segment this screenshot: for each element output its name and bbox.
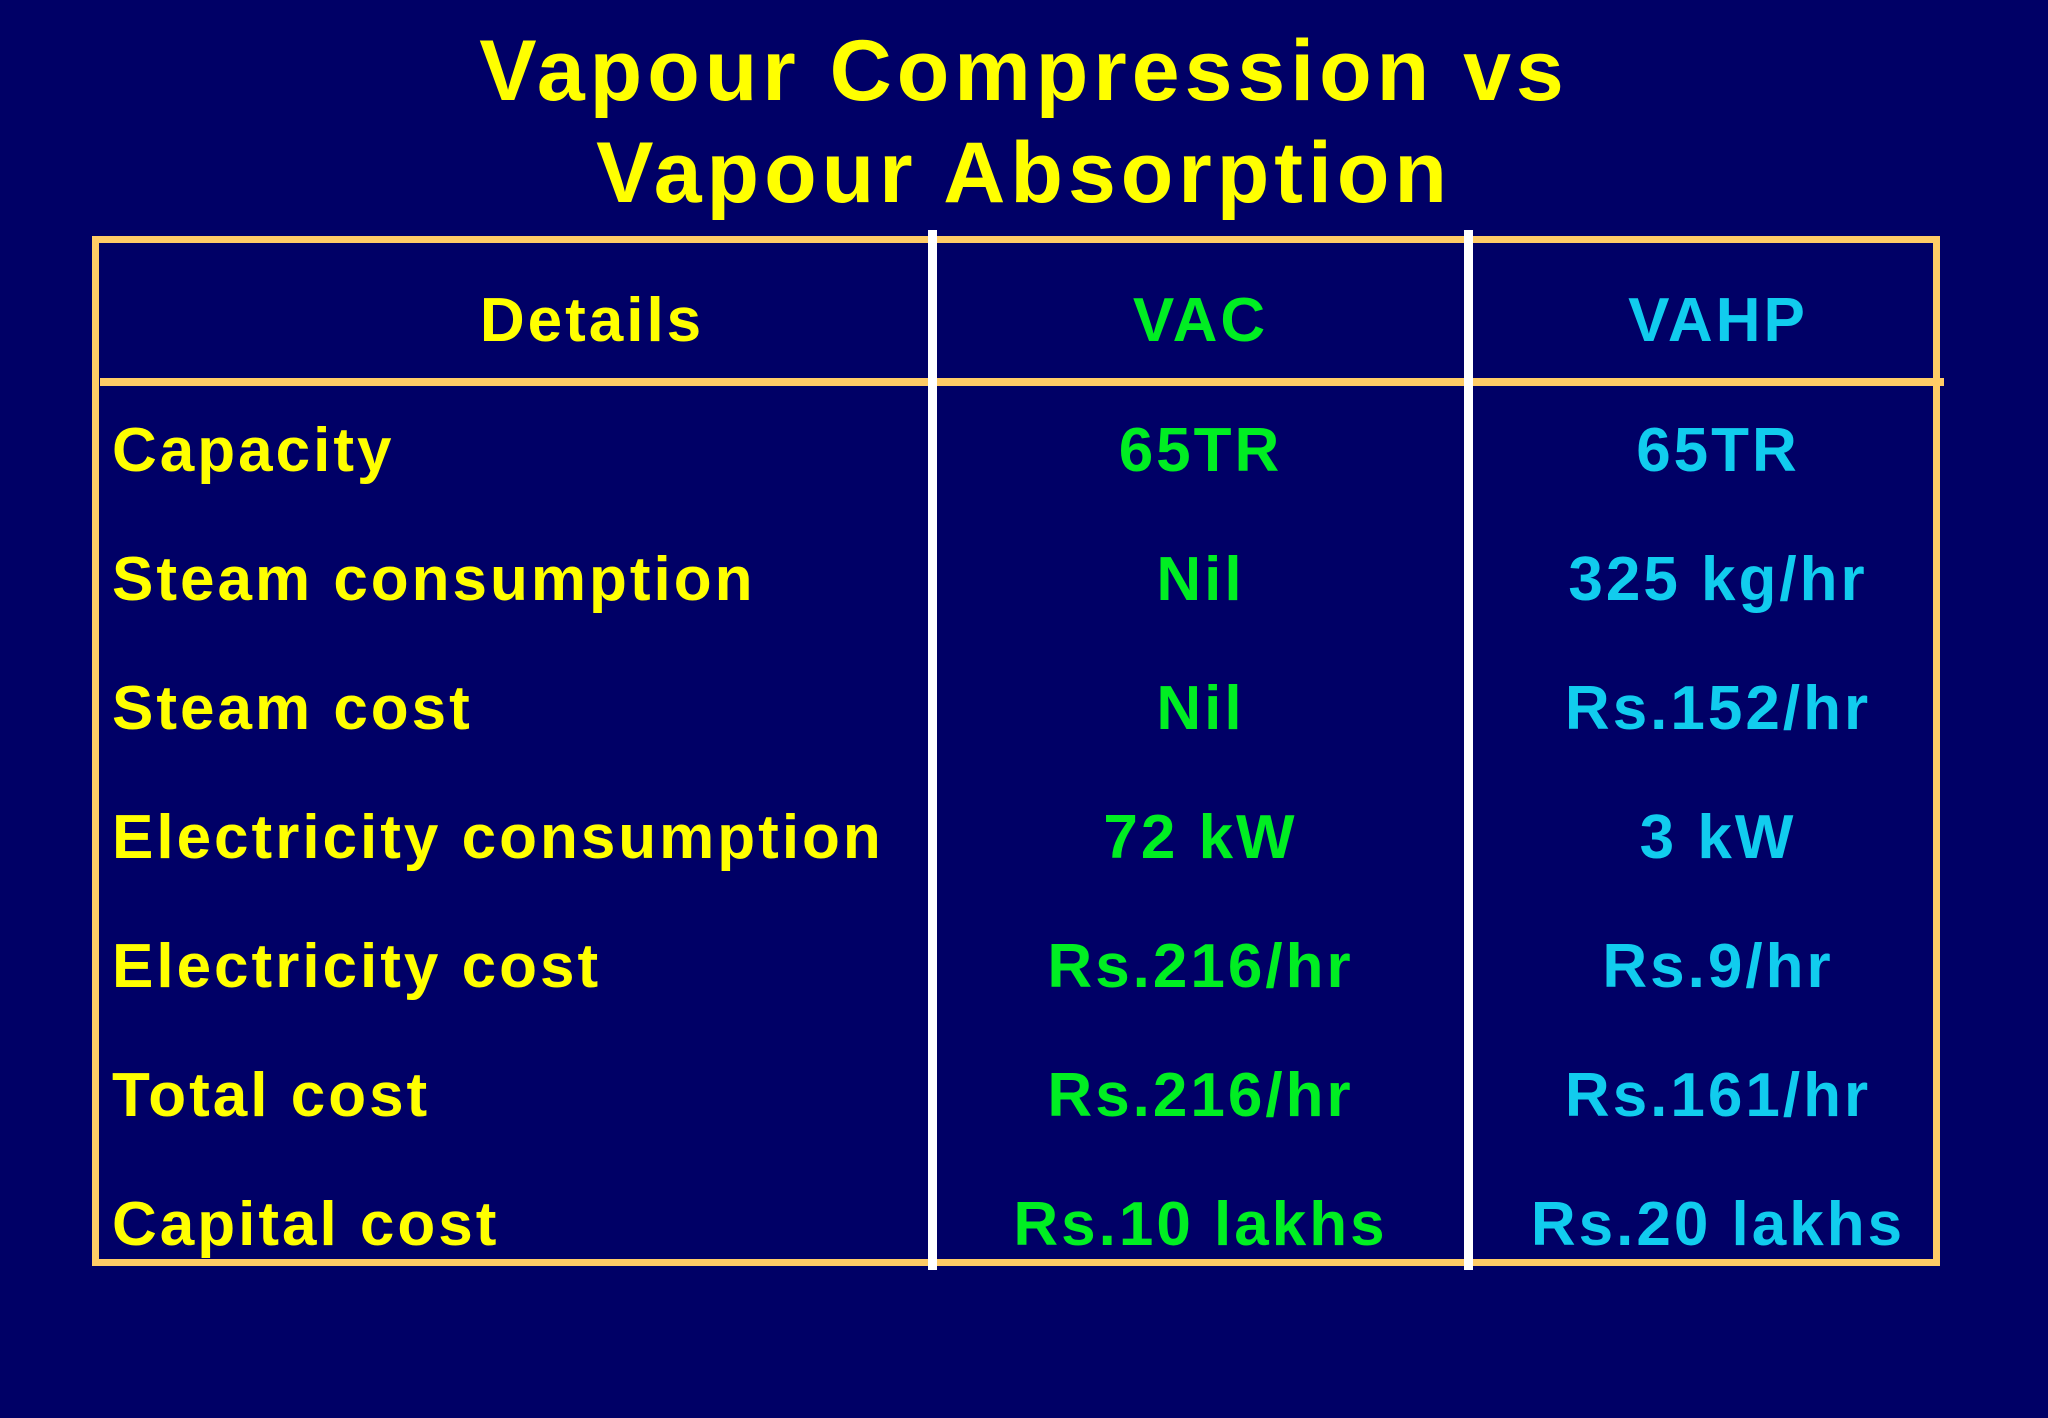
- row-electricity-consumption-vahp: 3 kW: [1639, 803, 1797, 872]
- row-steam-consumption-vac: Nil: [1156, 545, 1245, 614]
- header-divider: [100, 378, 1944, 386]
- row-capital-cost-detail: Capital cost: [112, 1190, 500, 1259]
- row-total-cost-vahp: Rs.161/hr: [1564, 1061, 1872, 1130]
- header-vac: VAC: [1132, 286, 1269, 355]
- header-vahp: VAHP: [1628, 286, 1808, 355]
- row-steam-cost-detail: Steam cost: [112, 674, 473, 743]
- row-electricity-cost-vahp: Rs.9/hr: [1602, 932, 1834, 1001]
- column-divider-vac-vahp: [1464, 230, 1473, 1270]
- header-details: Details: [479, 286, 705, 355]
- row-capital-cost-vac: Rs.10 lakhs: [1013, 1190, 1388, 1259]
- row-capacity-vahp: 65TR: [1636, 416, 1800, 485]
- row-steam-cost-vahp: Rs.152/hr: [1564, 674, 1872, 743]
- column-divider-details-vac: [928, 230, 937, 1270]
- row-electricity-consumption-detail: Electricity consumption: [112, 803, 884, 872]
- row-electricity-cost-detail: Electricity cost: [112, 932, 602, 1001]
- row-electricity-cost-vac: Rs.216/hr: [1047, 932, 1354, 1001]
- slide-title-line-2: Vapour Absorption: [596, 125, 1452, 221]
- row-steam-consumption-vahp: 325 kg/hr: [1568, 545, 1868, 614]
- row-electricity-consumption-vac: 72 kW: [1103, 803, 1298, 872]
- comparison-table-frame: [92, 236, 1940, 1266]
- slide-title: Vapour Compression vs Vapour Absorption: [0, 20, 2048, 224]
- row-capacity-detail: Capacity: [112, 416, 395, 485]
- slide-title-line-1: Vapour Compression vs: [479, 23, 1569, 119]
- row-total-cost-detail: Total cost: [112, 1061, 431, 1130]
- row-capital-cost-vahp: Rs.20 lakhs: [1530, 1190, 1906, 1259]
- row-capacity-vac: 65TR: [1118, 416, 1283, 485]
- row-steam-consumption-detail: Steam consumption: [112, 545, 756, 614]
- row-total-cost-vac: Rs.216/hr: [1047, 1061, 1354, 1130]
- row-steam-cost-vac: Nil: [1156, 674, 1245, 743]
